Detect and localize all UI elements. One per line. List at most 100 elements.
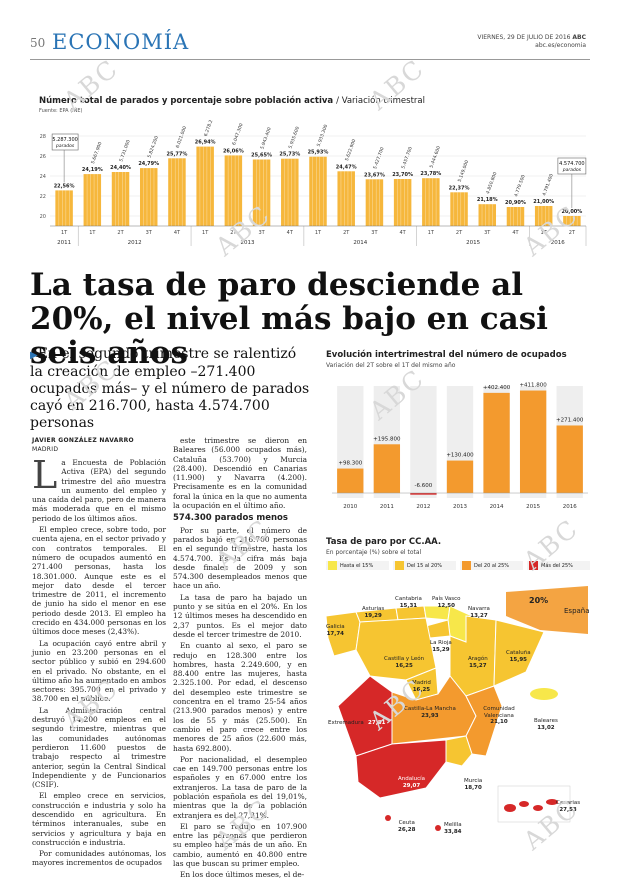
legend-item: Del 20 al 25% [460,561,523,570]
legend-label: Hasta el 15% [340,562,374,569]
quarter-label: 2T [569,230,576,236]
article-subtitle: 574.300 parados menos [173,513,288,524]
region-baleares [530,688,558,700]
y-tick-label: 26 [40,154,46,160]
col1-paragraph: Por comunidades autónomas, los mayores i… [32,849,166,868]
bar [55,190,73,226]
quarter-label: 4T [512,230,519,236]
data-label: +195.800 [373,436,401,442]
bar [478,204,497,226]
bar [422,178,440,226]
rate-label: 23,78% [420,171,441,177]
rate-label: 22,56% [54,183,75,189]
parados-label: 4.791.400 [541,173,555,197]
year-label: 2014 [353,240,367,246]
spain-rate-badge: 20% [529,596,549,605]
parados-label: 5.943.400 [259,126,273,150]
page-number: 50 [30,36,46,50]
category-label: 2014 [490,504,504,510]
quarter-label: 1T [89,230,96,236]
legend-swatch [328,561,337,570]
rate-label: 23,70% [392,172,413,178]
parados-label: 5.731.000 [118,139,132,163]
rate-label: 24,40% [110,165,131,171]
quarter-label: 1T [541,230,548,236]
parados-label: 5.622.900 [344,138,358,162]
article-col2-body-b: Por su parte, el número de parados bajó … [173,526,307,880]
label-asturias: Asturias 19,29 [362,606,385,619]
col2a-paragraph: este trimestre se dieron en Baleares (56… [173,436,307,511]
col2b-paragraph: La tasa de paro ha bajado un punto y se … [173,592,307,639]
france-area [506,586,588,634]
bar [83,174,102,226]
bar [281,158,299,226]
region-melilla [435,825,441,831]
bar [534,206,553,226]
col1-paragraph: El empleo crece en servicios, construcci… [32,791,166,847]
parados-label: 4.779.500 [513,174,527,198]
article-col2-body-a: este trimestre se dieron en Baleares (56… [173,436,307,510]
data-label: +402.400 [483,385,511,391]
parados-label: 6.278.200 [203,120,217,137]
bar [224,155,243,226]
parados-label: 6.021.000 [175,125,189,149]
rate-label: 20,90% [505,200,526,206]
rate-label: 24,19% [82,167,103,173]
region-cataluna [493,619,545,687]
bar [446,460,474,494]
callout-box-first [51,133,79,151]
bar [483,392,510,494]
quarter-label: 2T [117,230,124,236]
label-spain: España [564,607,590,615]
legend-item: Más del 25% [527,561,590,570]
bar [450,192,468,226]
bar [337,171,355,226]
year-label: 2011 [57,240,71,246]
label-extremadura: Extremadura [328,720,364,726]
quarter-label: 2T [230,230,237,236]
parados-label: 5.444.600 [429,145,443,169]
year-label: 2015 [466,240,480,246]
y-tick-label: 20 [40,214,46,220]
value-extremadura: 27,81 [368,720,386,726]
parados-label: 5.427.700 [372,146,386,170]
region-castilla-leon [355,617,437,681]
chart1-title: Número total de parados y porcentaje sob… [39,96,425,106]
y-tick-label: 24 [40,174,46,180]
col1-paragraph: El empleo crece, sobre todo, por cuenta … [32,525,166,637]
parados-label: 5.457.700 [400,146,414,170]
map-subtitle: En porcentaje (%) sobre el total [326,549,422,556]
callout-first-value: 5.287.300 [52,137,77,143]
category-label: 2016 [563,504,577,510]
category-label: 2013 [453,504,467,510]
label-baleares: Baleares 13,02 [534,718,558,731]
rate-label: 24,47% [336,164,357,170]
rate-label: 22,37% [449,185,470,191]
callout-last-value: 4.574.700 [559,161,584,167]
label-la-rioja: La Rioja 15,29 [430,640,452,653]
section-url: abc.es/economia [535,42,586,49]
data-label: +411.800 [519,383,547,389]
subheadline: ▶En el segundo trimestre se ralentizó la… [30,346,310,431]
quarter-label: 3T [484,230,491,236]
parados-label: 5.149.000 [457,159,471,183]
label-madrid: Madrid 16,25 [412,680,431,693]
unemployment-bar-chart: 282624222022,56%1T201124,19%5.667.9001T2… [40,120,587,246]
bar [139,168,158,226]
rate-label: 20,00% [561,209,582,215]
quarter-label: 2T [456,230,463,236]
map-legend: Hasta el 15% Del 15 al 20% Del 20 al 25% Má… [326,561,590,570]
y-tick-label: 22 [40,194,46,200]
rate-label: 25,93% [308,150,329,156]
quarter-label: 1T [428,230,435,236]
bar [556,425,583,494]
rate-label: 21,18% [477,197,498,203]
label-castilla-la-mancha: Castilla-La Mancha 23,93 [404,706,456,719]
label-ceuta: Ceuta 26,28 [398,820,416,833]
data-label: +130.400 [446,453,474,459]
bar [309,156,327,226]
quarter-label: 1T [202,230,209,236]
dateline-city: MADRID [32,446,59,453]
rate-label: 25,77% [167,151,188,157]
bar [252,159,271,226]
